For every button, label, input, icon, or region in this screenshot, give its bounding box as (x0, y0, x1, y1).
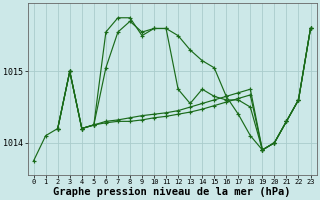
X-axis label: Graphe pression niveau de la mer (hPa): Graphe pression niveau de la mer (hPa) (53, 186, 291, 197)
